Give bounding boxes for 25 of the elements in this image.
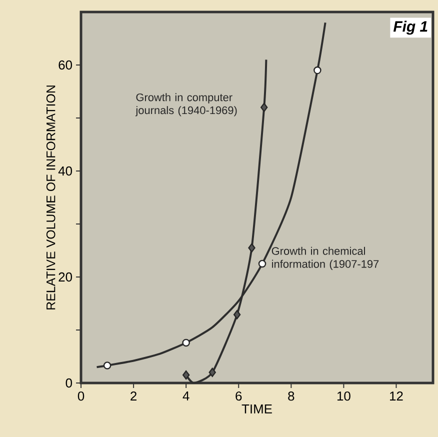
annotation: Growth in chemical information (1907-197 xyxy=(272,246,379,270)
x-tick-label: 0 xyxy=(78,391,84,401)
point xyxy=(182,338,190,347)
point xyxy=(182,370,190,380)
point xyxy=(248,243,256,252)
y-tick-label: 0 xyxy=(66,378,72,388)
text: Fig 1 xyxy=(393,20,428,35)
y-tick-label: 60 xyxy=(58,60,72,70)
x-tick-label: 2 xyxy=(130,391,136,401)
y-axis-title: RELATIVE VOLUME OF INFORMATION xyxy=(46,86,56,310)
x-tick-label: 4 xyxy=(182,391,190,400)
y-tick-label: 40 xyxy=(58,166,72,176)
x-axis-title: TIME xyxy=(242,404,272,414)
point xyxy=(314,66,322,74)
x-tick-label: 8 xyxy=(288,391,294,401)
x-tick-label: 12 xyxy=(390,391,403,401)
point xyxy=(103,362,112,370)
point xyxy=(233,310,241,320)
y-tick-label: 20 xyxy=(58,272,72,282)
point xyxy=(208,368,216,377)
annotation: Growth in computer journals (1940-1969) xyxy=(135,93,237,116)
x-tick-label: 6 xyxy=(236,391,242,401)
point xyxy=(258,260,266,268)
point xyxy=(260,102,268,112)
x-tick-label: 10 xyxy=(337,391,350,401)
